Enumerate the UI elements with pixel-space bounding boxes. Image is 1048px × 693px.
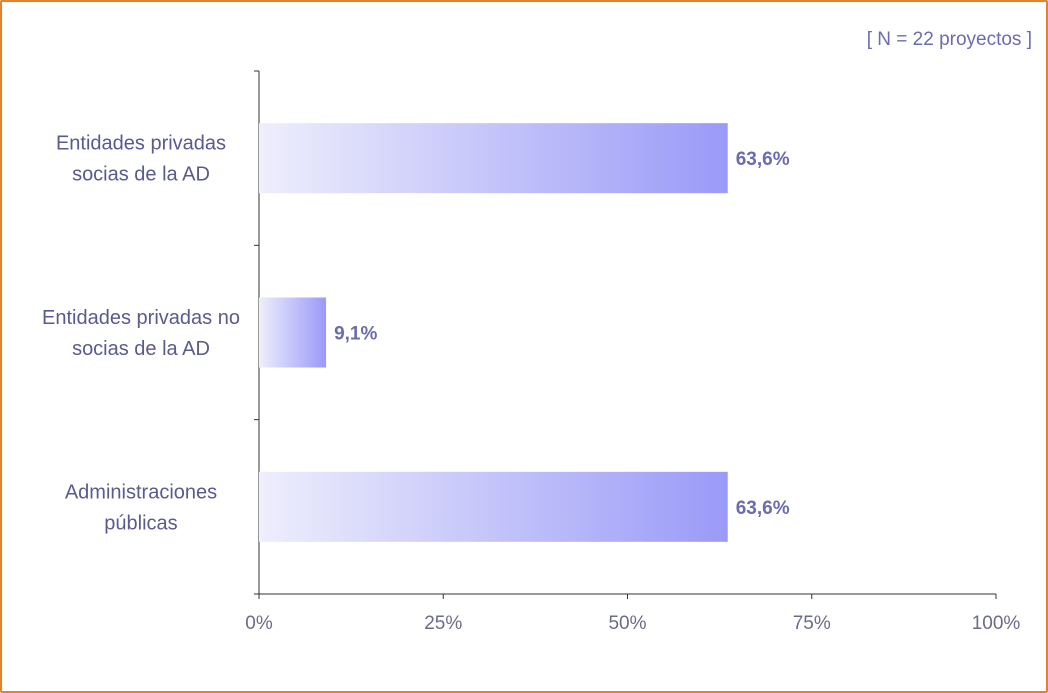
category-label: Administraciones xyxy=(65,481,217,503)
axes: 0% 25% 50% 75% 100% xyxy=(245,70,1021,634)
bar xyxy=(259,297,327,368)
x-tick-label: 75% xyxy=(793,613,831,634)
bar xyxy=(259,123,728,194)
bar xyxy=(259,471,728,542)
data-label: 63,6% xyxy=(736,498,790,519)
sample-size-note: [ N = 22 proyectos ] xyxy=(866,29,1032,50)
data-label: 9,1% xyxy=(334,324,377,345)
labels: 63,6% Entidades privadas socias de la AD 9,… xyxy=(42,133,790,535)
x-tick-label: 0% xyxy=(245,613,273,634)
bars xyxy=(259,123,728,542)
category-label: públicas xyxy=(104,512,177,534)
x-tick-label: 50% xyxy=(608,613,646,634)
x-tick-label: 100% xyxy=(972,613,1021,634)
x-tick-label: 25% xyxy=(424,613,462,634)
category-label: socias de la AD xyxy=(72,164,210,186)
data-label: 63,6% xyxy=(736,149,790,170)
category-label: Entidades privadas no xyxy=(42,307,240,329)
category-label: Entidades privadas xyxy=(56,133,226,155)
category-label: socias de la AD xyxy=(72,338,210,360)
